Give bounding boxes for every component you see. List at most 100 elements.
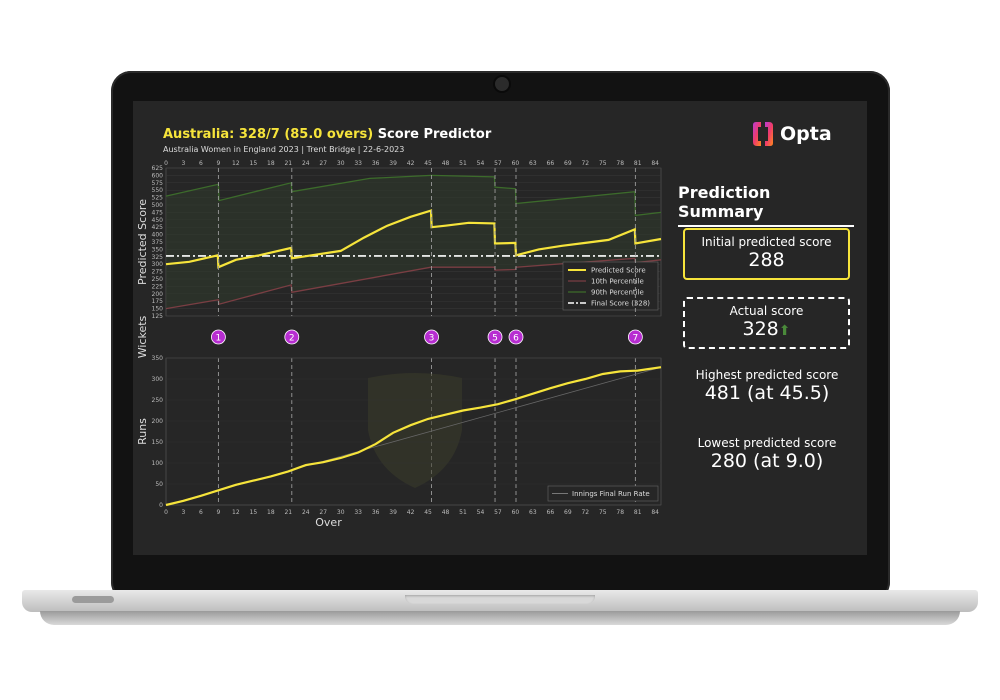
top-y-tick-label: 600 [152,172,164,179]
camera-icon [493,75,511,93]
bottom-x-tick-label: 12 [232,509,240,516]
wicket-marker-label: 2 [289,334,295,344]
top-y-tick-label: 125 [152,313,164,320]
bottom-x-tick-label: 39 [389,509,397,516]
opta-mark-icon [753,122,773,146]
top-x-tick-label: 54 [477,160,485,167]
bottom-x-tick-label: 18 [267,509,275,516]
top-y-tick-label: 450 [152,217,164,224]
top-x-tick-label: 12 [232,160,240,167]
bottom-y-tick-label: 300 [152,376,164,383]
crest-watermark-icon [368,373,462,488]
wicket-marker-label: 5 [492,334,498,344]
laptop-base-lip [40,611,960,625]
bottom-y-axis-label: Runs [136,418,149,445]
bottom-x-tick-label: 48 [442,509,450,516]
bottom-x-tick-label: 45 [424,509,432,516]
top-x-tick-label: 48 [442,160,450,167]
bottom-y-tick-label: 150 [152,439,164,446]
highest-score-card: Highest predicted score 481 (at 45.5) [672,368,862,404]
legend-entry: 90th Percentile [591,289,644,297]
bottom-x-tick-label: 6 [199,509,203,516]
bottom-y-tick-label: 200 [152,418,164,425]
top-x-tick-label: 9 [216,160,220,167]
top-y-tick-label: 475 [152,209,164,216]
top-y-tick-label: 575 [152,180,164,187]
top-y-tick-label: 325 [152,254,164,261]
bottom-x-tick-label: 24 [302,509,310,516]
actual-score-label: Actual score [729,304,804,318]
top-x-tick-label: 21 [284,160,292,167]
top-x-tick-label: 39 [389,160,397,167]
percentile-band [166,175,661,309]
top-x-tick-label: 33 [354,160,362,167]
wicket-marker-label: 6 [513,334,519,344]
top-x-tick-label: 24 [302,160,310,167]
top-x-tick-label: 75 [599,160,607,167]
series-runs [165,366,662,507]
initial-score-label: Initial predicted score [701,235,832,249]
top-y-tick-label: 400 [152,232,164,239]
bottom-x-tick-label: 78 [616,509,624,516]
laptop-port [72,596,114,603]
bottom-x-tick-label: 72 [581,509,589,516]
top-x-tick-label: 66 [547,160,555,167]
top-x-tick-label: 15 [250,160,258,167]
series-10th-percentile [165,257,662,310]
bottom-x-tick-label: 81 [634,509,642,516]
top-x-tick-label: 60 [512,160,520,167]
top-x-tick-label: 69 [564,160,572,167]
top-x-tick-label: 36 [372,160,380,167]
top-y-tick-label: 625 [152,165,164,172]
top-y-tick-label: 250 [152,276,164,283]
top-y-tick-label: 175 [152,298,164,305]
top-y-tick-label: 300 [152,261,164,268]
top-y-tick-label: 350 [152,246,164,253]
top-x-tick-label: 51 [459,160,467,167]
bottom-y-tick-label: 250 [152,397,164,404]
top-x-tick-label: 63 [529,160,537,167]
top-y-tick-label: 550 [152,187,164,194]
lowest-score-value: 280 (at 9.0) [710,450,824,472]
wicket-marker [284,329,300,345]
wicket-marker-label: 3 [429,334,435,344]
bottom-x-tick-label: 57 [494,509,502,516]
opta-wordmark: Opta [780,123,832,145]
chart-title-rest: Score Predictor [373,127,492,142]
bottom-x-tick-label: 75 [599,509,607,516]
bottom-x-tick-label: 3 [182,509,186,516]
bottom-x-tick-label: 9 [216,509,220,516]
legend-entry: Predicted Score [591,267,646,275]
top-y-tick-label: 150 [152,306,164,313]
summary-title: Prediction Summary [678,183,854,227]
legend-entry: Final Score (328) [591,300,650,308]
bottom-y-tick-label: 50 [155,481,163,488]
initial-score-card: Initial predicted score 288 [683,228,850,280]
bottom-x-axis-label: Over [315,516,342,529]
top-x-tick-label: 18 [267,160,275,167]
bottom-x-tick-label: 36 [372,509,380,516]
top-x-tick-label: 57 [494,160,502,167]
bottom-x-tick-label: 63 [529,509,537,516]
bottom-x-tick-label: 27 [319,509,327,516]
opta-logo: Opta [752,119,832,149]
top-x-tick-label: 72 [581,160,589,167]
chart-title: Australia: 328/7 (85.0 overs) Score Pred… [163,127,491,142]
top-x-tick-label: 45 [424,160,432,167]
bottom-x-tick-label: 30 [337,509,345,516]
top-y-tick-label: 225 [152,283,164,290]
wicket-marker [424,329,439,345]
bottom-x-tick-label: 69 [564,509,572,516]
legend-entry: Innings Final Run Rate [572,490,650,498]
top-x-tick-label: 27 [319,160,327,167]
wicket-marker [211,329,226,345]
highest-score-label: Highest predicted score [695,368,839,382]
bottom-x-tick-label: 0 [164,509,168,516]
top-x-tick-label: 84 [651,160,659,167]
top-y-tick-label: 525 [152,195,164,202]
bottom-y-tick-label: 100 [152,460,164,467]
bottom-y-tick-label: 350 [152,355,164,362]
bottom-x-tick-label: 42 [407,509,415,516]
laptop-notch [405,595,595,604]
